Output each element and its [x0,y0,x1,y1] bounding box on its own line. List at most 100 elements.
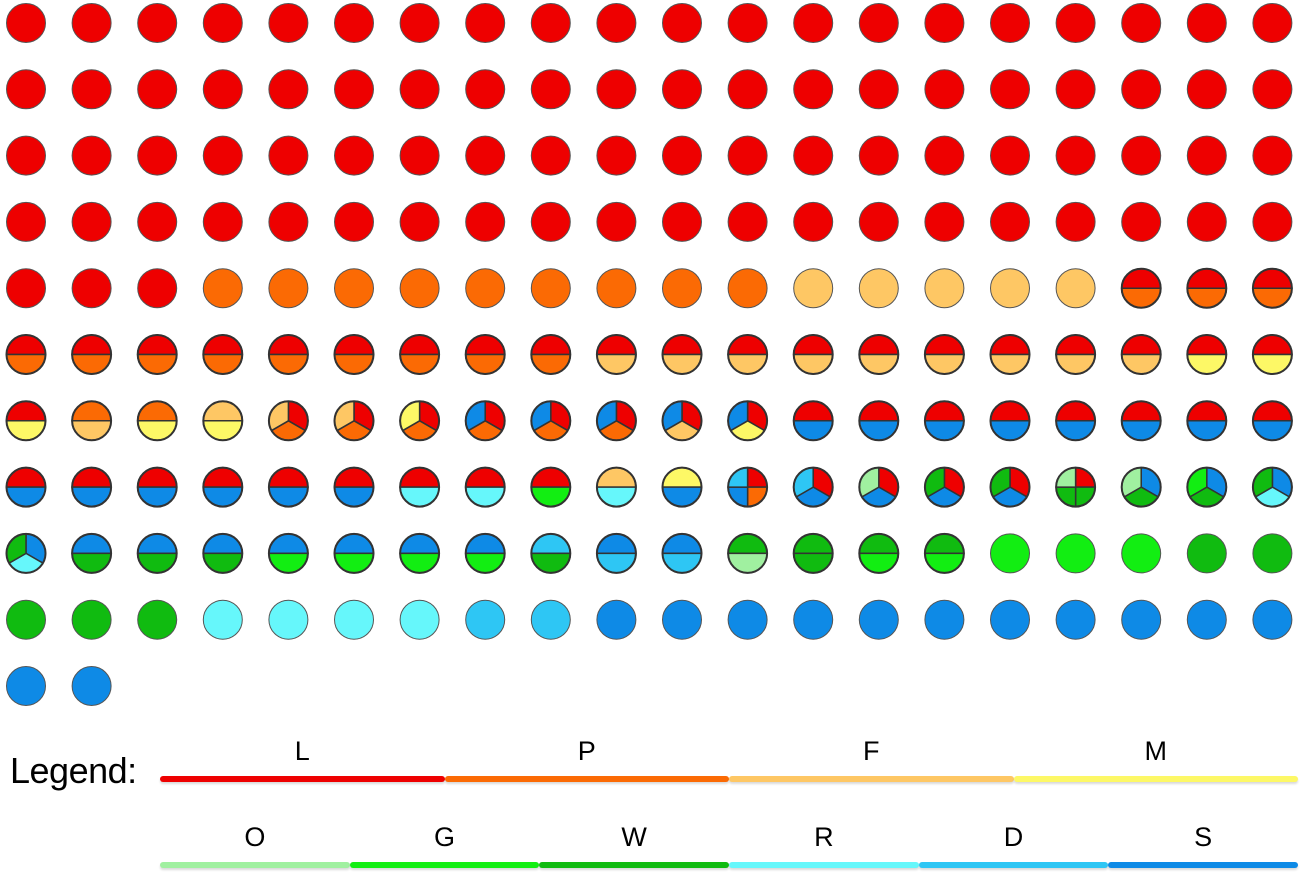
dot-r6-c5 [267,334,309,375]
dot-r1-c7 [399,3,440,43]
dot-r4-c9 [530,201,571,242]
dot-r7-c13 [792,400,834,442]
legend-color-bar [349,862,540,868]
dot-r2-c9 [530,69,571,110]
dot-r8-c15 [923,466,965,508]
dot-r1-c12 [727,3,768,43]
dot-r4-c2 [71,201,112,242]
legend-label: F [863,736,880,766]
dot-r6-c3 [136,334,178,375]
dot-r10-c10 [596,599,637,640]
dot-r10-c20 [1252,599,1293,640]
dot-r4-c4 [202,201,243,242]
dot-r5-c8 [465,268,506,309]
dot-r5-c17 [1055,268,1096,309]
dot-r11-c1 [6,666,46,706]
dot-r8-c7 [399,466,441,508]
dot-r6-c7 [399,334,441,375]
dot-r4-c17 [1055,201,1096,242]
dot-r3-c15 [924,135,965,176]
dot-r9-c4 [202,532,244,574]
dot-r4-c5 [268,201,309,242]
dot-r10-c17 [1055,599,1096,640]
dot-r3-c16 [990,135,1030,176]
legend-label: S [1194,822,1213,852]
dot-r4-c3 [137,201,178,242]
dot-r1-c1 [6,3,46,43]
dot-r9-c20 [1252,533,1293,574]
dot-r1-c6 [334,3,374,43]
dot-r6-c13 [792,334,834,375]
dot-r8-c1 [5,466,47,508]
dot-r6-c20 [1251,334,1293,375]
dot-r1-c8 [465,3,506,43]
dot-r5-c11 [662,268,702,309]
legend-color-bar [160,776,445,782]
dot-r7-c3 [136,400,178,442]
dot-r5-c1 [6,268,46,309]
dot-r2-c4 [202,69,243,110]
dot-r7-c14 [858,400,900,442]
dot-r6-c12 [727,334,769,375]
dot-r3-c13 [793,135,834,176]
dot-r3-c9 [530,135,571,176]
dot-r8-c16 [989,466,1031,508]
dot-r4-c8 [465,201,506,242]
dot-r2-c6 [334,69,374,110]
dot-r2-c5 [268,69,309,110]
dot-r8-c13 [792,466,834,508]
dot-r5-c6 [334,268,374,309]
dot-r10-c5 [268,599,309,640]
dot-r5-c15 [924,268,965,309]
legend-title: Legend: [10,750,137,791]
dot-r10-c18 [1121,599,1162,640]
dot-r4-c18 [1121,201,1162,242]
legend: Legend: L P F M O G W R D S [0,712,1305,878]
dot-r2-c11 [662,69,702,110]
dot-r10-c19 [1186,599,1227,640]
dot-r4-c14 [858,201,899,242]
dot-r8-c20 [1251,466,1293,508]
legend-color-bar [1108,862,1298,868]
dot-r3-c5 [268,135,309,176]
dot-r1-c15 [924,3,965,43]
dot-r2-c15 [924,69,965,110]
dot-r10-c3 [137,599,178,640]
legend-color-bar [918,862,1109,868]
dot-r8-c11 [661,466,703,508]
dot-r7-c17 [1055,400,1097,442]
dot-r9-c18 [1121,533,1162,574]
dot-r6-c17 [1055,334,1097,375]
dot-r9-c13 [792,532,834,574]
dot-r5-c4 [202,268,243,309]
dot-r3-c6 [334,135,374,176]
dot-r9-c6 [333,532,375,574]
dot-r2-c13 [793,69,834,110]
dot-r1-c10 [596,3,637,43]
dot-r7-c12 [727,400,769,442]
dot-r1-c2 [71,3,112,43]
dot-r3-c1 [6,135,46,176]
legend-label: O [244,822,266,852]
dot-r1-c18 [1121,3,1162,43]
dot-r5-c10 [596,268,637,309]
dot-r6-c4 [202,334,244,375]
dot-r8-c2 [71,466,113,508]
dot-r3-c17 [1055,135,1096,176]
dot-r5-c12 [727,268,768,309]
dot-r10-c1 [6,599,46,640]
dot-r1-c13 [793,3,834,43]
dot-r9-c7 [399,532,441,574]
legend-color-bar [729,862,919,868]
dot-r5-c20 [1251,267,1293,309]
dot-r1-c11 [662,3,702,43]
dot-r1-c9 [530,3,571,43]
legend-item-w: W [539,812,729,872]
dot-r5-c14 [858,268,899,309]
dot-r2-c18 [1121,69,1162,110]
dot-r7-c11 [661,400,703,442]
dot-r3-c18 [1121,135,1162,176]
dot-r10-c11 [662,599,702,640]
dot-r6-c19 [1186,334,1228,375]
dot-r9-c5 [267,532,309,574]
